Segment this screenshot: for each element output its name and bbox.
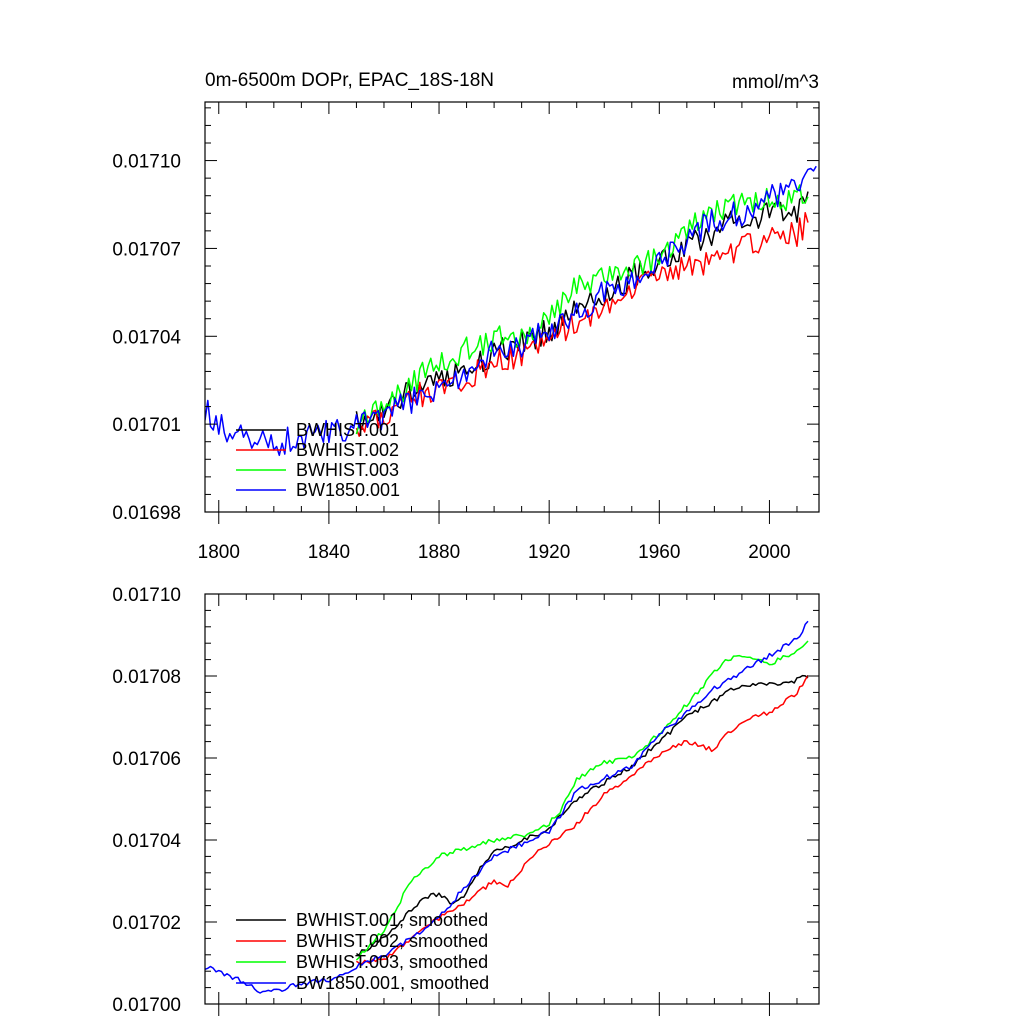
plot-frame bbox=[204, 593, 820, 1005]
series-group bbox=[205, 620, 809, 994]
chart-title: 0m-6500m DOPr, EPAC_18S-18N bbox=[205, 70, 494, 91]
units-label: mmol/m^3 bbox=[732, 72, 819, 93]
y-tick-label: 0.01710 bbox=[112, 152, 181, 173]
legend-label: BWHIST.002, smoothed bbox=[296, 931, 488, 951]
x-tick-label: 1960 bbox=[638, 542, 680, 563]
bottom-panel: 0.01700 0.01702 0.01704 0.01706 0.01708 0.017… bbox=[112, 585, 820, 1016]
y-tick-label: 0.01706 bbox=[112, 749, 181, 770]
x-tick-label: 1880 bbox=[418, 542, 460, 563]
y-tick-label: 0.01707 bbox=[112, 239, 181, 260]
y-tick-label: 0.01702 bbox=[112, 913, 181, 934]
series-line-1 bbox=[355, 191, 809, 431]
legend-label: BW1850.001, smoothed bbox=[296, 973, 489, 993]
y-tick-label: 0.01700 bbox=[112, 995, 181, 1016]
series-group bbox=[205, 165, 817, 457]
series-line-4 bbox=[205, 165, 817, 457]
top-panel: 0m-6500m DOPr, EPAC_18S-18N mmol/m^3 0.016… bbox=[112, 70, 820, 563]
series-line-1 bbox=[356, 674, 809, 956]
y-tick-label: 0.01701 bbox=[112, 415, 181, 436]
series-line-2 bbox=[355, 211, 809, 437]
x-tick-label: 2000 bbox=[748, 542, 790, 563]
x-tick-label: 1840 bbox=[308, 542, 350, 563]
series-line-3 bbox=[355, 640, 809, 961]
legend-label: BWHIST.002 bbox=[296, 440, 399, 460]
legend-label: BWHIST.003 bbox=[296, 460, 399, 480]
legend-label: BWHIST.001, smoothed bbox=[296, 910, 488, 930]
series-line-3 bbox=[355, 184, 809, 435]
y-tick-label: 0.01704 bbox=[112, 327, 181, 348]
x-tick-label: 1800 bbox=[198, 542, 240, 563]
y-tick-label: 0.01704 bbox=[112, 831, 181, 852]
legend-label: BWHIST.003, smoothed bbox=[296, 952, 488, 972]
plot-frame bbox=[204, 101, 820, 513]
y-tick-label: 0.01708 bbox=[112, 667, 181, 688]
legend-label: BW1850.001 bbox=[296, 480, 400, 500]
series-line-4 bbox=[205, 620, 809, 994]
y-tick-label: 0.01710 bbox=[112, 585, 181, 606]
x-tick-label: 1920 bbox=[528, 542, 570, 563]
legend-label: BWHIST.001 bbox=[296, 420, 399, 440]
y-tick-label: 0.01698 bbox=[112, 503, 181, 524]
